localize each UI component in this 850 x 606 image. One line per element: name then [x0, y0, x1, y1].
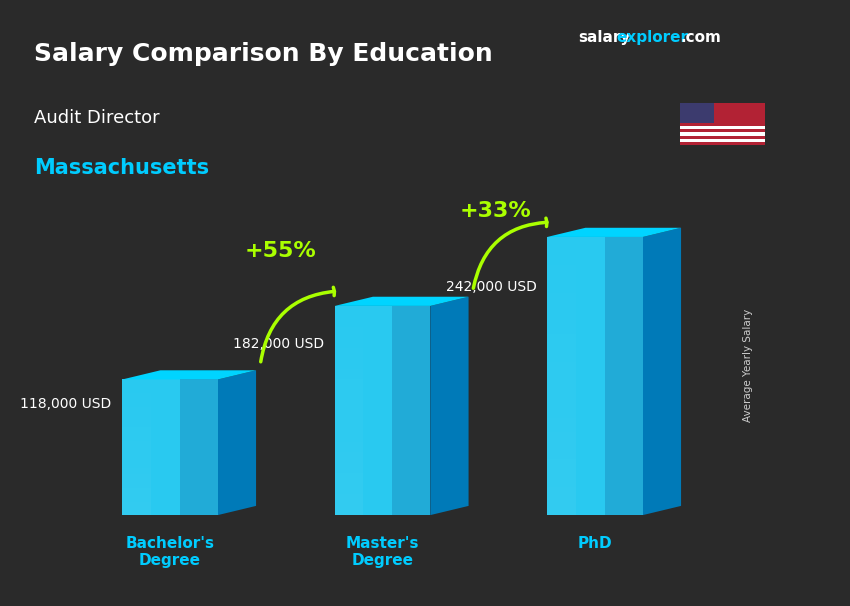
Bar	[335, 400, 363, 410]
Bar	[547, 321, 576, 335]
Text: 242,000 USD: 242,000 USD	[445, 280, 536, 294]
Bar	[122, 427, 151, 434]
Bar	[335, 452, 363, 463]
Bar	[547, 348, 576, 362]
Bar	[680, 139, 765, 142]
Polygon shape	[122, 370, 256, 379]
Bar	[122, 447, 151, 454]
Bar	[547, 404, 576, 418]
Bar	[122, 488, 151, 494]
Polygon shape	[547, 228, 681, 237]
Bar	[122, 502, 151, 508]
Bar	[547, 335, 576, 348]
Bar	[335, 316, 363, 327]
Text: +55%: +55%	[245, 241, 316, 261]
Bar	[335, 431, 363, 442]
Bar	[680, 126, 765, 129]
Bar	[122, 494, 151, 502]
Text: Massachusetts: Massachusetts	[34, 158, 209, 178]
Polygon shape	[604, 237, 643, 515]
Bar	[122, 434, 151, 441]
Bar	[122, 441, 151, 447]
Polygon shape	[218, 370, 256, 515]
Bar	[547, 293, 576, 307]
Bar	[680, 136, 765, 139]
Bar	[122, 393, 151, 400]
Bar	[335, 390, 363, 400]
Bar	[335, 463, 363, 473]
Text: Audit Director: Audit Director	[34, 109, 160, 127]
Bar	[335, 306, 363, 316]
Bar	[547, 251, 576, 265]
Bar	[547, 431, 576, 445]
Bar	[335, 358, 363, 368]
Bar	[680, 142, 765, 145]
Text: Salary Comparison By Education: Salary Comparison By Education	[34, 42, 493, 67]
Text: .com: .com	[680, 30, 721, 45]
Bar	[335, 442, 363, 452]
Bar	[335, 348, 363, 358]
Bar	[547, 265, 576, 279]
Bar	[547, 445, 576, 459]
Bar	[680, 129, 765, 132]
Bar	[122, 413, 151, 420]
Polygon shape	[392, 306, 430, 515]
Bar	[335, 368, 363, 379]
FancyBboxPatch shape	[122, 379, 218, 515]
FancyBboxPatch shape	[335, 306, 430, 515]
Bar	[547, 307, 576, 321]
Bar	[335, 421, 363, 431]
Text: salary: salary	[578, 30, 631, 45]
Bar	[122, 461, 151, 468]
Bar	[547, 473, 576, 487]
Bar	[335, 473, 363, 484]
Bar	[680, 122, 765, 126]
Bar	[122, 400, 151, 407]
Bar	[547, 418, 576, 431]
Bar	[547, 362, 576, 376]
Bar	[335, 484, 363, 494]
Bar	[122, 468, 151, 474]
Bar	[122, 454, 151, 461]
Bar	[122, 379, 151, 386]
Bar	[122, 481, 151, 488]
Text: explorer: explorer	[616, 30, 689, 45]
Polygon shape	[179, 379, 218, 515]
Text: Average Yearly Salary: Average Yearly Salary	[743, 308, 753, 422]
Text: 118,000 USD: 118,000 USD	[20, 397, 111, 411]
Bar	[547, 487, 576, 501]
Bar	[547, 237, 576, 251]
Bar	[122, 474, 151, 481]
Bar	[335, 494, 363, 505]
Text: +33%: +33%	[459, 201, 531, 221]
Bar	[122, 420, 151, 427]
Bar	[547, 376, 576, 390]
Bar	[680, 103, 714, 122]
FancyBboxPatch shape	[547, 237, 643, 515]
Polygon shape	[335, 297, 468, 306]
Bar	[335, 410, 363, 421]
Bar	[547, 390, 576, 404]
Text: 182,000 USD: 182,000 USD	[233, 336, 324, 351]
Bar	[122, 508, 151, 515]
Bar	[335, 505, 363, 515]
Bar	[547, 459, 576, 473]
Bar	[335, 327, 363, 338]
Bar	[335, 379, 363, 390]
Bar	[122, 407, 151, 413]
Bar	[547, 501, 576, 515]
Bar	[547, 279, 576, 293]
Bar	[122, 386, 151, 393]
Bar	[680, 132, 765, 136]
Polygon shape	[643, 228, 681, 515]
Bar	[335, 338, 363, 348]
Polygon shape	[430, 297, 468, 515]
